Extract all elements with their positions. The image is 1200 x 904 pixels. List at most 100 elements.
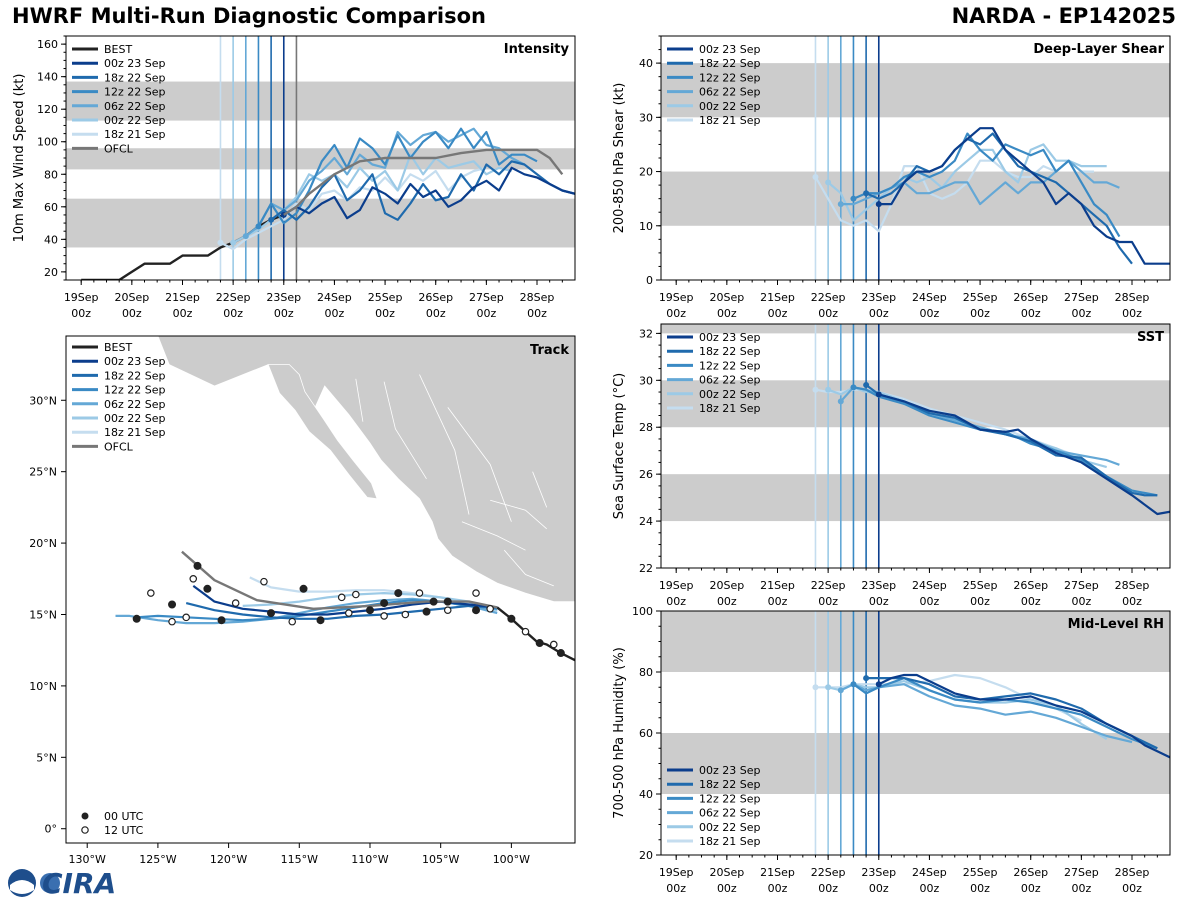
track-ytick-label: 30°N (29, 394, 57, 407)
intensity-xtick-hour: 00z (325, 307, 345, 320)
shear-xtick-label: 27Sep (1064, 291, 1099, 304)
sst-xtick-hour: 00z (869, 595, 889, 608)
sst-xtick-hour: 00z (717, 595, 737, 608)
intensity-series-start-point (268, 216, 275, 223)
sst-xtick-hour: 00z (1122, 595, 1142, 608)
rh-xtick-hour: 00z (1071, 882, 1091, 895)
shear-series-line (853, 132, 1121, 238)
sst-xtick-hour: 00z (1021, 595, 1041, 608)
sst-xtick-hour: 00z (666, 595, 686, 608)
track-legend-label: 12z 22 Sep (104, 384, 166, 397)
shear-series-start-point (837, 201, 844, 208)
rh-xtick-hour: 00z (768, 882, 788, 895)
track-marker-12utc (472, 589, 480, 597)
rh-plot-area (661, 611, 1170, 855)
track-xtick-label: 120°W (210, 853, 247, 866)
shear-xtick-label: 23Sep (861, 291, 896, 304)
sst-xtick-hour: 00z (818, 595, 838, 608)
intensity-series-start-point (230, 239, 237, 246)
shear-series-start-point (850, 195, 857, 202)
rh-xtick-hour: 00z (1122, 882, 1142, 895)
track-marker-12utc (486, 604, 494, 613)
track-legend-label: 18z 22 Sep (104, 369, 166, 382)
intensity-xtick-label: 24Sep (317, 291, 352, 304)
track-marker-00utc (365, 606, 374, 615)
intensity-xtick-hour: 00z (71, 307, 91, 320)
intensity-xtick-label: 25Sep (368, 291, 403, 304)
shear-xtick-label: 19Sep (659, 291, 694, 304)
track-xtick-label: 105°W (422, 853, 459, 866)
track-legend-label: BEST (104, 341, 132, 354)
shear-xtick-hour: 00z (1071, 307, 1091, 320)
track-marker-00utc (217, 616, 226, 625)
intensity-panel-title: Intensity (504, 42, 570, 57)
sst-series-start-point (863, 382, 870, 388)
shear-xtick-hour: 00z (1122, 307, 1142, 320)
rh-ytick-label: 100 (632, 605, 653, 618)
shear-series-line (865, 132, 1133, 265)
track-legend-label: 18z 21 Sep (104, 426, 166, 439)
sst-series-start-point (812, 386, 819, 393)
rh-legend-label: 18z 22 Sep (699, 778, 761, 791)
track-legend-marker-00utc (81, 812, 89, 820)
intensity-xtick-label: 19Sep (64, 291, 99, 304)
intensity-ytick-label: 20 (44, 266, 58, 279)
baja-california-landmass (267, 364, 378, 500)
sst-xtick-label: 24Sep (912, 579, 947, 592)
rh-series-line (878, 673, 1170, 759)
intensity-ytick-label: 160 (37, 38, 58, 51)
intensity-xtick-hour: 00z (375, 307, 395, 320)
sst-series-start-point (837, 398, 844, 405)
sst-xtick-label: 21Sep (760, 579, 795, 592)
shear-xtick-hour: 00z (666, 307, 686, 320)
intensity-ylabel: 10m Max Wind Speed (kt) (12, 74, 27, 243)
track-marker-00utc (380, 599, 389, 608)
shear-xtick-label: 28Sep (1115, 291, 1150, 304)
shear-legend-label: 18z 21 Sep (699, 114, 761, 127)
intensity-xtick-hour: 00z (527, 307, 547, 320)
shear-band (661, 171, 1170, 226)
intensity-xtick-label: 20Sep (114, 291, 149, 304)
intensity-xtick-label: 22Sep (216, 291, 251, 304)
sst-band (661, 474, 1170, 522)
sst-ytick-label: 22 (639, 562, 653, 575)
state-border (419, 374, 470, 515)
intensity-series-start-point (242, 233, 249, 240)
rh-legend-label: 00z 22 Sep (699, 821, 761, 834)
shear-xtick-hour: 00z (818, 307, 838, 320)
shear-xtick-label: 24Sep (912, 291, 947, 304)
track-legend-marker-12utc (81, 826, 89, 834)
track-xtick-label: 100°W (493, 853, 530, 866)
track-marker-12utc (344, 609, 353, 617)
shear-series-start-point (812, 173, 819, 180)
track-xtick-label: 130°W (69, 853, 106, 866)
track-marker-12utc (549, 640, 558, 649)
chart-title: HWRF Multi-Run Diagnostic Comparison (12, 4, 487, 28)
intensity-xtick-hour: 00z (223, 307, 243, 320)
shear-series-line (814, 159, 1094, 233)
sst-plot-area (661, 324, 1170, 568)
intensity-series-line (219, 166, 487, 251)
sst-ytick-label: 32 (639, 327, 653, 340)
track-marker-12utc (147, 589, 155, 597)
track-marker-12utc (288, 617, 297, 626)
shear-ytick-label: 0 (646, 274, 653, 287)
track-marker-12utc (415, 589, 424, 597)
track-ytick-label: 25°N (29, 466, 57, 479)
sst-xtick-hour: 00z (1071, 595, 1091, 608)
intensity-legend-label: BEST (104, 43, 132, 56)
rh-legend-label: 12z 22 Sep (699, 792, 761, 805)
rh-series-start-point (837, 687, 844, 694)
rh-xtick-hour: 00z (1021, 882, 1041, 895)
track-marker-12utc (401, 610, 410, 619)
track-ytick-label: 10°N (29, 680, 57, 693)
noaa-wave-icon (10, 880, 34, 894)
rh-legend-label: 18z 21 Sep (699, 835, 761, 848)
rh-series-start-point (825, 684, 832, 691)
intensity-legend-label: 00z 23 Sep (104, 57, 166, 70)
shear-xtick-label: 20Sep (709, 291, 744, 304)
intensity-series-start-point (217, 239, 224, 246)
rh-legend-label: 00z 23 Sep (699, 764, 761, 777)
shear-xtick-label: 26Sep (1013, 291, 1048, 304)
intensity-series-line (270, 160, 575, 221)
